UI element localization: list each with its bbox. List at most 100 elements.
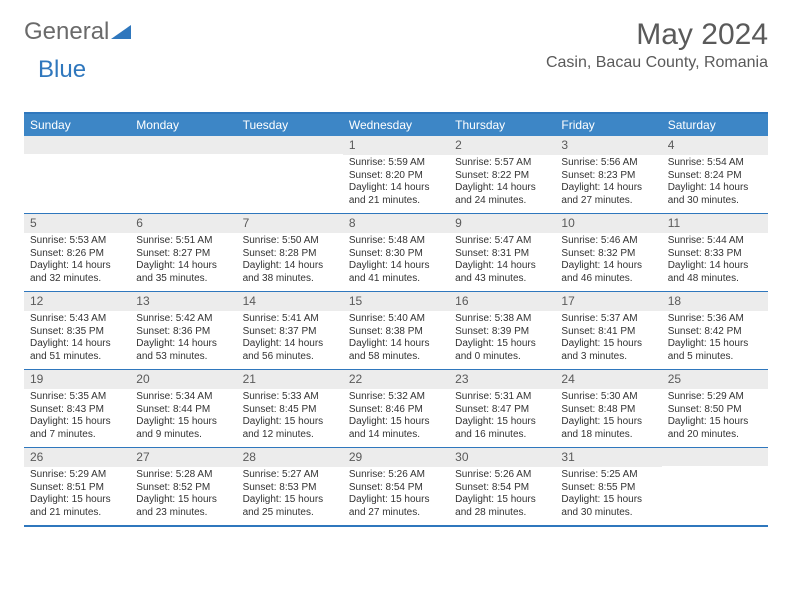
sunrise-line: Sunrise: 5:43 AM xyxy=(30,313,124,326)
sunset-line: Sunset: 8:39 PM xyxy=(455,326,549,339)
daylight-line: Daylight: 15 hours and 23 minutes. xyxy=(136,494,230,519)
sunset-line: Sunset: 8:43 PM xyxy=(30,404,124,417)
sunrise-line: Sunrise: 5:47 AM xyxy=(455,235,549,248)
day-number: 9 xyxy=(449,214,555,233)
sunset-line: Sunset: 8:22 PM xyxy=(455,170,549,183)
sunset-line: Sunset: 8:24 PM xyxy=(668,170,762,183)
day-number: 3 xyxy=(555,136,661,155)
dow-cell: Friday xyxy=(555,114,661,136)
day-details: Sunrise: 5:30 AMSunset: 8:48 PMDaylight:… xyxy=(555,389,661,447)
daylight-line: Daylight: 14 hours and 53 minutes. xyxy=(136,338,230,363)
sunset-line: Sunset: 8:36 PM xyxy=(136,326,230,339)
dow-cell: Monday xyxy=(130,114,236,136)
day-number: 15 xyxy=(343,292,449,311)
logo-triangle-icon xyxy=(111,18,131,46)
day-cell xyxy=(237,136,343,213)
daylight-line: Daylight: 14 hours and 21 minutes. xyxy=(349,182,443,207)
week-row: 12Sunrise: 5:43 AMSunset: 8:35 PMDayligh… xyxy=(24,291,768,369)
day-details: Sunrise: 5:40 AMSunset: 8:38 PMDaylight:… xyxy=(343,311,449,369)
day-cell: 14Sunrise: 5:41 AMSunset: 8:37 PMDayligh… xyxy=(237,292,343,369)
day-details: Sunrise: 5:51 AMSunset: 8:27 PMDaylight:… xyxy=(130,233,236,291)
day-details: Sunrise: 5:26 AMSunset: 8:54 PMDaylight:… xyxy=(343,467,449,525)
sunrise-line: Sunrise: 5:31 AM xyxy=(455,391,549,404)
day-number: 14 xyxy=(237,292,343,311)
daylight-line: Daylight: 15 hours and 20 minutes. xyxy=(668,416,762,441)
sunrise-line: Sunrise: 5:46 AM xyxy=(561,235,655,248)
day-number xyxy=(24,136,130,154)
sunrise-line: Sunrise: 5:32 AM xyxy=(349,391,443,404)
daylight-line: Daylight: 15 hours and 21 minutes. xyxy=(30,494,124,519)
daylight-line: Daylight: 15 hours and 18 minutes. xyxy=(561,416,655,441)
sunrise-line: Sunrise: 5:42 AM xyxy=(136,313,230,326)
day-number: 5 xyxy=(24,214,130,233)
daylight-line: Daylight: 15 hours and 3 minutes. xyxy=(561,338,655,363)
sunrise-line: Sunrise: 5:29 AM xyxy=(30,469,124,482)
day-cell: 13 Sunrise: 5:42 AMSunset: 8:36 PMDayligh… xyxy=(130,292,236,369)
sunset-line: Sunset: 8:46 PM xyxy=(349,404,443,417)
day-cell: 23Sunrise: 5:31 AMSunset: 8:47 PMDayligh… xyxy=(449,370,555,447)
sunrise-line: Sunrise: 5:34 AM xyxy=(136,391,230,404)
day-cell: 2Sunrise: 5:57 AMSunset: 8:22 PMDaylight… xyxy=(449,136,555,213)
day-details: Sunrise: 5:32 AMSunset: 8:46 PMDaylight:… xyxy=(343,389,449,447)
sunrise-line: Sunrise: 5:54 AM xyxy=(668,157,762,170)
day-number: 10 xyxy=(555,214,661,233)
sunset-line: Sunset: 8:41 PM xyxy=(561,326,655,339)
sunset-line: Sunset: 8:55 PM xyxy=(561,482,655,495)
sunrise-line: Sunrise: 5:41 AM xyxy=(243,313,337,326)
sunset-line: Sunset: 8:42 PM xyxy=(668,326,762,339)
daylight-line: Daylight: 15 hours and 0 minutes. xyxy=(455,338,549,363)
sunset-line: Sunset: 8:23 PM xyxy=(561,170,655,183)
day-details: Sunrise: 5:34 AMSunset: 8:44 PMDaylight:… xyxy=(130,389,236,447)
day-number: 30 xyxy=(449,448,555,467)
day-details: Sunrise: 5:29 AMSunset: 8:51 PMDaylight:… xyxy=(24,467,130,525)
sunrise-line: Sunrise: 5:36 AM xyxy=(668,313,762,326)
day-number: 19 xyxy=(24,370,130,389)
sunrise-line: Sunrise: 5:26 AM xyxy=(455,469,549,482)
day-details: Sunrise: 5:56 AMSunset: 8:23 PMDaylight:… xyxy=(555,155,661,213)
week-row: 1Sunrise: 5:59 AMSunset: 8:20 PMDaylight… xyxy=(24,136,768,213)
daylight-line: Daylight: 15 hours and 14 minutes. xyxy=(349,416,443,441)
sunset-line: Sunset: 8:53 PM xyxy=(243,482,337,495)
day-cell: 26Sunrise: 5:29 AMSunset: 8:51 PMDayligh… xyxy=(24,448,130,525)
day-number: 22 xyxy=(343,370,449,389)
day-number xyxy=(130,136,236,154)
day-cell: 21Sunrise: 5:33 AMSunset: 8:45 PMDayligh… xyxy=(237,370,343,447)
day-number: 31 xyxy=(555,448,661,467)
day-cell: 8Sunrise: 5:48 AMSunset: 8:30 PMDaylight… xyxy=(343,214,449,291)
day-number: 2 xyxy=(449,136,555,155)
month-title: May 2024 xyxy=(546,18,768,52)
daylight-line: Daylight: 14 hours and 43 minutes. xyxy=(455,260,549,285)
logo-text-blue: Blue xyxy=(38,56,86,83)
day-number: 13 xyxy=(130,292,236,311)
day-details: Sunrise: 5:57 AMSunset: 8:22 PMDaylight:… xyxy=(449,155,555,213)
daylight-line: Daylight: 15 hours and 30 minutes. xyxy=(561,494,655,519)
day-of-week-header: SundayMondayTuesdayWednesdayThursdayFrid… xyxy=(24,114,768,136)
day-number: 28 xyxy=(237,448,343,467)
sunset-line: Sunset: 8:28 PM xyxy=(243,248,337,261)
day-number: 18 xyxy=(662,292,768,311)
sunset-line: Sunset: 8:20 PM xyxy=(349,170,443,183)
day-cell: 18Sunrise: 5:36 AMSunset: 8:42 PMDayligh… xyxy=(662,292,768,369)
day-cell: 16Sunrise: 5:38 AMSunset: 8:39 PMDayligh… xyxy=(449,292,555,369)
day-number: 11 xyxy=(662,214,768,233)
sunrise-line: Sunrise: 5:53 AM xyxy=(30,235,124,248)
day-number: 8 xyxy=(343,214,449,233)
day-details: Sunrise: 5:44 AMSunset: 8:33 PMDaylight:… xyxy=(662,233,768,291)
sunrise-line: Sunrise: 5:35 AM xyxy=(30,391,124,404)
day-details: Sunrise: 5:36 AMSunset: 8:42 PMDaylight:… xyxy=(662,311,768,369)
day-number xyxy=(237,136,343,154)
sunrise-line: Sunrise: 5:51 AM xyxy=(136,235,230,248)
day-number: 21 xyxy=(237,370,343,389)
week-row: 5Sunrise: 5:53 AMSunset: 8:26 PMDaylight… xyxy=(24,213,768,291)
sunset-line: Sunset: 8:35 PM xyxy=(30,326,124,339)
day-cell xyxy=(130,136,236,213)
sunset-line: Sunset: 8:51 PM xyxy=(30,482,124,495)
daylight-line: Daylight: 14 hours and 48 minutes. xyxy=(668,260,762,285)
daylight-line: Daylight: 15 hours and 27 minutes. xyxy=(349,494,443,519)
sunset-line: Sunset: 8:27 PM xyxy=(136,248,230,261)
week-row: 19 Sunrise: 5:35 AMSunset: 8:43 PM Dayligh… xyxy=(24,369,768,447)
daylight-line: Daylight: 15 hours and 16 minutes. xyxy=(455,416,549,441)
day-number: 4 xyxy=(662,136,768,155)
day-details: Sunrise: 5:25 AMSunset: 8:55 PMDaylight:… xyxy=(555,467,661,525)
day-details: Sunrise: 5:37 AMSunset: 8:41 PMDaylight:… xyxy=(555,311,661,369)
